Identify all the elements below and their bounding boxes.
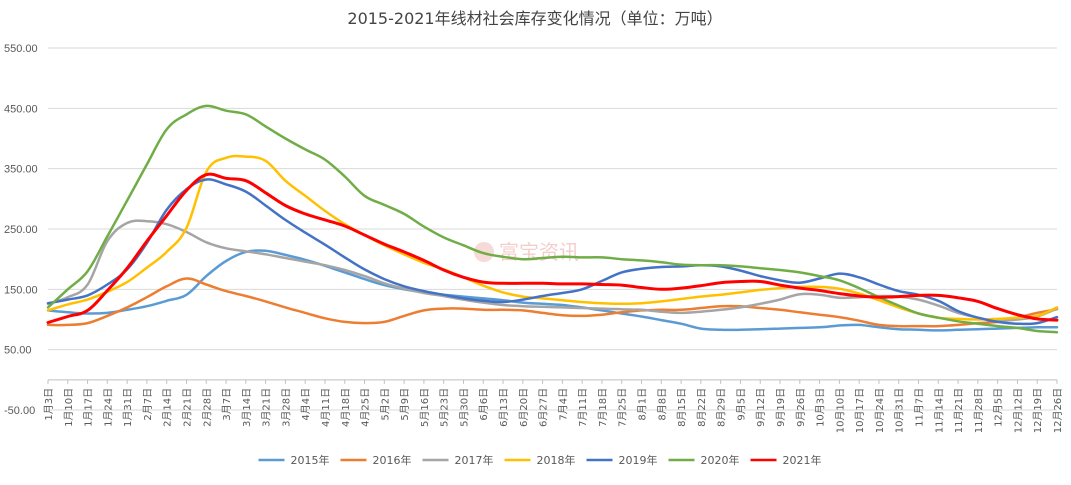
x-tick-label: 3月21日	[261, 388, 273, 427]
x-tick-label: 11月14日	[933, 388, 945, 433]
legend-item-2015: 2015年	[258, 453, 330, 467]
x-tick-label: 1月24日	[102, 388, 114, 427]
x-tick-label: 8月15日	[676, 388, 688, 427]
legend-label: 2017年	[455, 453, 494, 467]
series-line-2016	[46, 277, 1059, 328]
x-tick-label: 6月20日	[518, 388, 530, 427]
x-tick-label: 1月31日	[122, 388, 134, 427]
legend-item-2021: 2021年	[750, 453, 822, 467]
x-tick-label: 8月1日	[637, 388, 649, 421]
x-tick-label: 12月5日	[993, 388, 1005, 427]
x-tick-label: 3月14日	[241, 388, 253, 427]
x-tick-label: 8月29日	[716, 388, 728, 427]
x-tick-label: 6月6日	[478, 388, 490, 421]
x-tick-label: 8月8日	[656, 388, 668, 421]
y-tick-label: 550.00	[4, 43, 38, 55]
x-tick-label: 9月5日	[735, 388, 747, 421]
x-tick-label: 12月12日	[1012, 388, 1024, 433]
series-line-2021	[46, 172, 1059, 324]
series-line-2019	[46, 178, 1059, 326]
y-tick-label: 350.00	[4, 164, 38, 176]
x-tick-label: 1月10日	[63, 388, 75, 427]
x-tick-label: 5月23日	[439, 388, 451, 427]
x-tick-label: 9月19日	[775, 388, 787, 427]
x-tick-label: 1月3日	[43, 388, 55, 421]
legend-label: 2021年	[783, 453, 822, 467]
legend-item-2016: 2016年	[340, 453, 412, 467]
x-tick-label: 11月21日	[953, 388, 965, 433]
x-tick-label: 2月28日	[201, 388, 213, 427]
series-line-2020	[46, 104, 1059, 334]
x-tick-label: 8月22日	[696, 388, 708, 427]
y-axis: -50.00 50.00 150.00 250.00 350.00 450.00 550.0…	[4, 43, 38, 417]
x-tick-label: 1月17日	[83, 388, 95, 427]
legend-label: 2019年	[619, 453, 658, 467]
legend-item-2019: 2019年	[586, 453, 658, 467]
x-tick-label: 5月16日	[419, 388, 431, 427]
x-tick-label: 12月19日	[1032, 388, 1044, 433]
x-tick-label: 4月11日	[320, 388, 332, 427]
x-tick-label: 4月25日	[360, 388, 372, 427]
x-tick-label: 6月27日	[538, 388, 550, 427]
x-tick-label: 7月11日	[577, 388, 589, 427]
x-tick-label: 2月7日	[142, 388, 154, 421]
x-tick-label: 7月25日	[617, 388, 629, 427]
y-tick-label: 150.00	[4, 284, 38, 296]
x-tick-label: 6月13日	[498, 388, 510, 427]
y-tick-label: 250.00	[4, 224, 38, 236]
x-tick-label: 4月18日	[340, 388, 352, 427]
x-tick-label: 10月31日	[894, 388, 906, 433]
y-tick-label: -50.00	[4, 405, 35, 417]
x-tick-label: 11月7日	[914, 388, 926, 427]
x-tick-label: 11月28日	[973, 388, 985, 433]
x-tick-label: 5月9日	[399, 388, 411, 421]
svg-text:富宝资讯: 富宝资讯	[499, 240, 579, 264]
y-tick-label: 450.00	[4, 103, 38, 115]
series-line-2018	[46, 154, 1059, 321]
legend-item-2017: 2017年	[422, 453, 494, 467]
x-tick-label: 7月18日	[597, 388, 609, 427]
legend-item-2020: 2020年	[668, 453, 740, 467]
legend-item-2018: 2018年	[504, 453, 576, 467]
watermark-logo-icon	[474, 242, 494, 262]
x-tick-label: 10月17日	[854, 388, 866, 433]
x-tick-label: 4月4日	[300, 388, 312, 421]
legend-label: 2020年	[701, 453, 740, 467]
x-axis: 1月3日 1月10日 1月17日 1月24日 1月31日 2月7日 2月14日 2月21日 2月…	[43, 379, 1064, 433]
watermark: 富宝资讯	[474, 240, 579, 264]
x-tick-label: 3月7日	[221, 388, 233, 421]
x-tick-label: 2月14日	[162, 388, 174, 427]
x-tick-label: 12月26日	[1052, 388, 1064, 433]
x-tick-label: 10月3日	[815, 388, 827, 427]
chart-title: 2015-2021年线材社会库存变化情况（单位：万吨）	[347, 9, 722, 28]
x-tick-label: 2月21日	[181, 388, 193, 427]
x-tick-label: 3月28日	[280, 388, 292, 427]
legend-label: 2018年	[537, 453, 576, 467]
x-tick-label: 5月2日	[379, 388, 391, 421]
legend-label: 2016年	[373, 453, 412, 467]
series-lines	[46, 104, 1059, 334]
x-tick-label: 9月12日	[755, 388, 767, 427]
legend: 2015年 2016年 2017年 2018年 2019年 2020年 2021年	[258, 453, 822, 467]
x-tick-label: 7月4日	[557, 388, 569, 421]
series-line-2015	[46, 249, 1059, 332]
x-tick-label: 10月24日	[874, 388, 886, 433]
y-tick-label: 50.00	[4, 345, 32, 357]
legend-label: 2015年	[291, 453, 330, 467]
x-tick-label: 5月30日	[458, 388, 470, 427]
x-tick-label: 9月26日	[795, 388, 807, 427]
x-tick-label: 10月10日	[834, 388, 846, 433]
